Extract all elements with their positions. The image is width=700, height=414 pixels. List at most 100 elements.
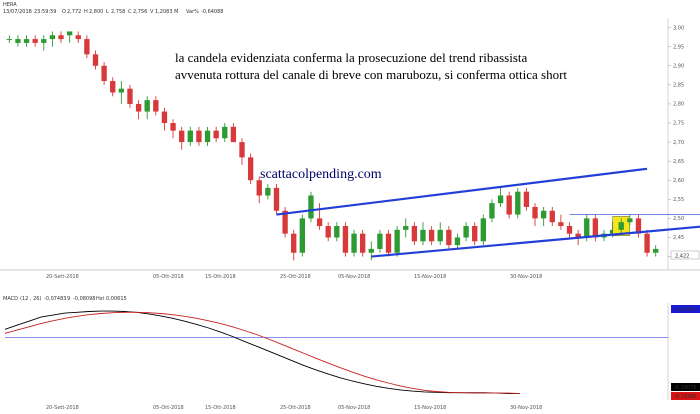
macd-badge-top-bg xyxy=(671,305,700,313)
candle-body xyxy=(480,218,486,242)
candle-body xyxy=(420,229,426,242)
signal-line xyxy=(4,311,521,395)
candle-body xyxy=(377,233,383,249)
annotation-line-2: avvenuta rottura del canale di breve con… xyxy=(175,67,567,82)
date-axis-label: 30-Nov-2018 xyxy=(510,274,542,280)
macd-header: MACD (12 , 26) -0,07483 9 -0,08098 Hst 0… xyxy=(3,296,127,302)
last-price-badge: 2,422 xyxy=(675,254,689,260)
candle-body xyxy=(325,226,331,238)
price-axis-label: 2,90 xyxy=(673,63,684,69)
candle-body xyxy=(644,233,650,253)
candle-body xyxy=(118,88,125,93)
header-low-label: L xyxy=(106,9,109,15)
date-axis-label: 15-Ott-2018 xyxy=(205,274,236,280)
candle-body xyxy=(566,226,573,234)
candle-body xyxy=(299,218,306,253)
candle-body xyxy=(161,111,168,124)
macd-hist-value: 0,00615 xyxy=(106,296,127,302)
candle-body xyxy=(110,81,116,93)
candle-body xyxy=(359,233,366,253)
macd-badge-mid-bg xyxy=(671,383,700,391)
candle-body xyxy=(6,39,12,41)
macd-line xyxy=(4,310,520,395)
candle-body xyxy=(179,130,185,143)
header-high-label: H xyxy=(84,9,88,15)
price-axis-label: 2,55 xyxy=(673,197,684,203)
candle-body xyxy=(135,103,142,112)
macd-date-axis-label: 05-Nov-2018 xyxy=(338,405,370,411)
candle-body xyxy=(472,226,478,242)
symbol-label: HERA xyxy=(3,2,17,8)
header-high: 2,800 xyxy=(89,9,103,15)
macd-date-axis-label: 25-Ott-2018 xyxy=(280,405,311,411)
watermark: scattacolpending.com xyxy=(260,167,382,182)
macd-badge-mid: -0,19075 xyxy=(674,385,696,391)
date-axis-label: 05-Ott-2018 xyxy=(153,274,184,280)
header-date: 13/07/2018 xyxy=(3,9,32,15)
price-axis-label: 2,70 xyxy=(673,140,684,146)
price-axis: 3,00 2,95 2,90 2,85 2,80 2,75 2,70 2,65 2,60 2,55… xyxy=(668,25,684,260)
price-axis-label: 2,50 xyxy=(673,216,684,222)
candle-body xyxy=(506,195,512,215)
annotation-line-1: la candela evidenziata conferma la prose… xyxy=(175,50,528,65)
candle-body xyxy=(592,218,599,238)
date-axis-label: 20-Sett-2018 xyxy=(46,274,79,280)
header-open-label: O xyxy=(62,9,66,15)
candle-body xyxy=(575,233,581,238)
channel-upper-line xyxy=(276,167,648,216)
candle-body xyxy=(446,229,452,246)
candle-body xyxy=(222,126,228,139)
candle-body xyxy=(144,100,150,112)
candle-body xyxy=(342,226,349,253)
candle-body xyxy=(558,222,564,227)
macd-date-axis-label: 30-Nov-2018 xyxy=(510,405,542,411)
candle-body xyxy=(308,195,314,219)
macd-hist-label: Hst xyxy=(96,296,104,302)
candle-body xyxy=(49,35,56,40)
candle-body xyxy=(584,218,590,238)
candle-body xyxy=(291,233,297,253)
candle-body xyxy=(84,39,90,55)
date-axis-label: 15-Nov-2018 xyxy=(414,274,446,280)
price-axis-label: 2,95 xyxy=(673,44,684,50)
price-axis-label: 2,85 xyxy=(673,83,684,89)
candle-body xyxy=(489,203,495,219)
price-axis-label: 3,00 xyxy=(673,25,684,31)
candle-body xyxy=(41,39,47,43)
candle-body xyxy=(394,229,400,253)
candle-body xyxy=(532,206,538,219)
header-low: 2,758 xyxy=(111,9,125,15)
header-volume-label: V xyxy=(150,9,154,15)
header-volume: 1,2083 M xyxy=(155,9,178,15)
header-close: 2,756 xyxy=(133,9,147,15)
candle-body xyxy=(351,233,357,253)
candle-body xyxy=(540,210,547,219)
candle-body xyxy=(256,180,262,196)
candle-body xyxy=(127,88,133,104)
candle-body xyxy=(523,191,530,207)
candle-body xyxy=(204,130,211,143)
candle-body xyxy=(239,142,245,158)
macd-date-axis-label: 20-Sett-2018 xyxy=(46,405,79,411)
date-axis-label: 25-Ott-2018 xyxy=(280,274,311,280)
candle-body xyxy=(635,218,642,234)
candle-body xyxy=(428,229,435,242)
candle-body xyxy=(58,35,64,40)
candle-body xyxy=(385,233,392,253)
candle-body xyxy=(334,226,340,238)
candle-body xyxy=(32,39,38,43)
candle-body xyxy=(437,229,443,242)
candle-body xyxy=(92,54,99,66)
macd-params: (12 , 26) xyxy=(20,296,41,302)
header-time: 23:59:59 xyxy=(34,9,56,15)
candle-body xyxy=(153,100,159,112)
price-axis-label: 2,65 xyxy=(673,159,684,165)
macd-badge-bottom: -0,19389 xyxy=(674,394,696,400)
candle-body xyxy=(403,226,409,230)
candle-body xyxy=(230,126,237,143)
candle-body xyxy=(316,218,323,227)
macd-date-axis-label: 15-Ott-2018 xyxy=(205,405,236,411)
candle-body xyxy=(213,130,219,139)
candle-body xyxy=(247,157,254,181)
